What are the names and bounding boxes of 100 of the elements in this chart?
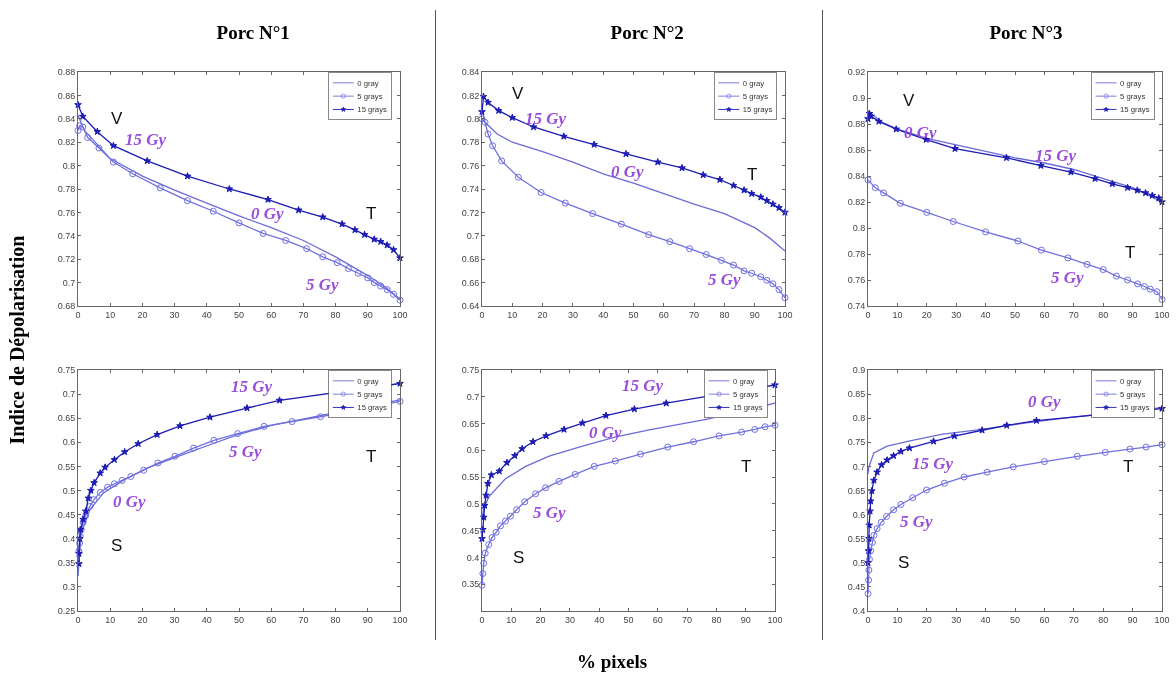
y-tick-label: 0.78	[847, 249, 866, 260]
y-tick-label: 0.35	[57, 557, 76, 568]
x-tick-label: 40	[980, 309, 991, 320]
legend-label: 0 gray	[1120, 376, 1142, 386]
x-tick-label: 10	[507, 309, 518, 320]
y-tick-label: 0.85	[847, 389, 866, 400]
y-tick-label: 0.7	[62, 389, 76, 400]
legend-label: 0 gray	[733, 376, 755, 386]
y-tick-label: 0.65	[461, 418, 480, 429]
y-tick-label: 0.82	[461, 90, 480, 101]
x-tick-label: 80	[719, 309, 730, 320]
chart-title: Porc N°2	[610, 21, 684, 43]
x-tick-label: 100	[1154, 309, 1170, 320]
x-tick-label: 50	[1009, 614, 1021, 625]
annotation: T	[1125, 243, 1136, 262]
x-tick-label: 100	[392, 614, 408, 625]
y-tick-label: 0.88	[57, 67, 76, 78]
x-tick-label: 60	[266, 614, 277, 625]
annotation: T	[366, 447, 377, 466]
y-tick-label: 0.74	[57, 230, 76, 241]
legend-label: 5 grays	[357, 92, 383, 102]
x-tick-label: 50	[233, 309, 245, 320]
y-tick-label: 0.64	[461, 301, 480, 312]
y-tick-label: 0.72	[57, 254, 76, 265]
legend-label: 15 grays	[733, 403, 763, 413]
y-tick-label: 0.6	[852, 509, 866, 520]
x-tick-label: 0	[865, 614, 871, 625]
x-tick-label: 30	[564, 614, 575, 625]
y-tick-label: 0.45	[57, 509, 76, 520]
y-tick-label: 0.68	[461, 254, 480, 265]
annotation: T	[366, 204, 377, 223]
y-tick-label: 0.6	[466, 445, 480, 456]
x-tick-label: 70	[1068, 309, 1079, 320]
y-tick-label: 0.55	[461, 472, 480, 483]
x-tick-label: 80	[330, 614, 341, 625]
y-tick-label: 0.65	[57, 413, 76, 424]
y-tick-label: 0.86	[847, 145, 866, 156]
x-tick-label: 60	[1039, 614, 1050, 625]
y-tick-label: 0.75	[57, 365, 76, 376]
y-tick-label: 0.75	[461, 365, 480, 376]
x-tick-label: 80	[330, 309, 341, 320]
x-tick-label: 20	[137, 309, 148, 320]
x-tick-label: 50	[628, 309, 639, 320]
x-tick-label: 60	[266, 309, 277, 320]
y-tick-label: 0.5	[466, 499, 480, 510]
y-tick-label: 0.65	[847, 485, 866, 496]
y-tick-label: 0.72	[461, 207, 480, 218]
y-tick-label: 0.5	[852, 557, 866, 568]
y-tick-label: 0.7	[852, 461, 866, 472]
x-tick-label: 20	[921, 614, 932, 625]
x-tick-label: 20	[535, 614, 546, 625]
annotation: T	[747, 165, 758, 184]
y-tick-label: 0.3	[62, 582, 76, 593]
x-tick-label: 10	[506, 614, 517, 625]
y-tick-label: 0.66	[461, 277, 480, 288]
x-tick-label: 60	[1039, 309, 1050, 320]
x-tick-label: 30	[169, 309, 180, 320]
annotation: 0 Gy	[589, 423, 623, 442]
annotation: V	[903, 91, 915, 110]
x-tick-label: 90	[1127, 614, 1138, 625]
annotation: 5 Gy	[900, 512, 934, 531]
y-tick-label: 0.88	[847, 119, 866, 130]
y-tick-label: 0.4	[62, 533, 76, 544]
legend-label: 5 grays	[357, 390, 383, 400]
x-tick-label: 80	[711, 614, 722, 625]
x-tick-label: 40	[594, 614, 605, 625]
annotation: T	[741, 457, 752, 476]
x-tick-label: 80	[1098, 614, 1109, 625]
y-tick-label: 0.82	[847, 197, 866, 208]
x-tick-label: 90	[740, 614, 751, 625]
annotation: 15 Gy	[125, 130, 167, 149]
y-tick-label: 0.25	[57, 606, 76, 617]
y-tick-label: 0.76	[847, 275, 866, 286]
annotation: S	[111, 536, 123, 555]
x-tick-label: 10	[892, 614, 903, 625]
x-tick-label: 90	[749, 309, 760, 320]
legend-label: 0 gray	[357, 376, 379, 386]
x-tick-label: 60	[652, 614, 663, 625]
y-tick-label: 0.7	[466, 230, 480, 241]
y-tick-label: 0.7	[466, 391, 480, 402]
y-tick-label: 0.76	[57, 207, 76, 218]
y-tick-label: 0.78	[461, 137, 480, 148]
annotation: 5 Gy	[306, 275, 340, 294]
y-tick-label: 0.75	[847, 437, 866, 448]
x-tick-label: 0	[75, 614, 81, 625]
annotation: 5 Gy	[708, 270, 742, 289]
annotation: 0 Gy	[611, 162, 645, 181]
annotation: 15 Gy	[912, 454, 954, 473]
x-tick-label: 30	[567, 309, 578, 320]
y-tick-label: 0.6	[62, 437, 76, 448]
annotation: S	[898, 553, 910, 572]
x-tick-label: 0	[75, 309, 81, 320]
y-tick-label: 0.8	[852, 413, 866, 424]
y-tick-label: 0.55	[57, 461, 76, 472]
x-tick-label: 50	[233, 614, 245, 625]
x-tick-label: 40	[201, 309, 212, 320]
x-tick-label: 100	[1154, 614, 1170, 625]
y-tick-label: 0.45	[461, 525, 480, 536]
x-tick-label: 90	[362, 309, 373, 320]
chart-title: Porc N°3	[989, 21, 1063, 43]
